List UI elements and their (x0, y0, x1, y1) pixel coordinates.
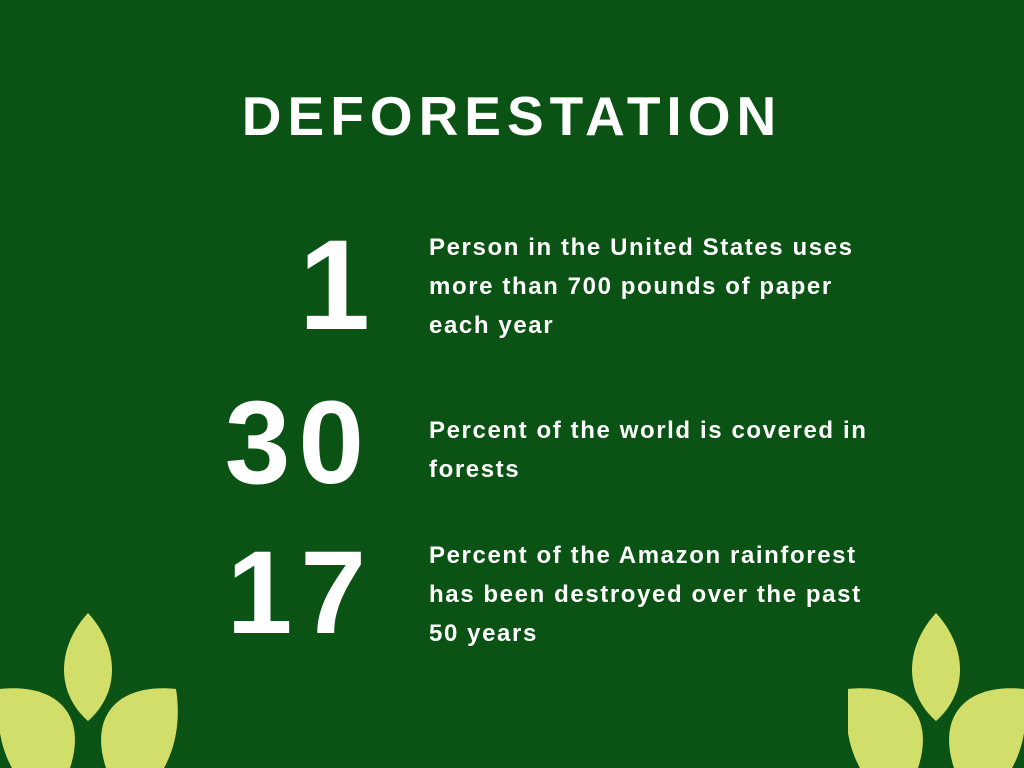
stat-text-2: Percent of the world is covered in fores… (429, 417, 868, 483)
leaf-center (912, 613, 960, 721)
leaf-right (101, 688, 178, 768)
stat-number-3: 17 (226, 527, 374, 659)
stat-number-2: 30 (224, 377, 372, 509)
stat-text-3: Percent of the Amazon rainforest has bee… (429, 542, 862, 647)
leaf-left (848, 688, 923, 768)
page-title: DEFORESTATION (241, 85, 783, 147)
leaf-right (949, 688, 1024, 768)
stat-text-1: Person in the United States uses more th… (429, 234, 854, 339)
leaf-left (0, 688, 75, 768)
leaf-sprout-icon (848, 613, 1024, 768)
leaf-center (64, 613, 112, 721)
stat-number-1: 1 (298, 214, 370, 357)
leaf-sprout-icon (0, 613, 178, 768)
